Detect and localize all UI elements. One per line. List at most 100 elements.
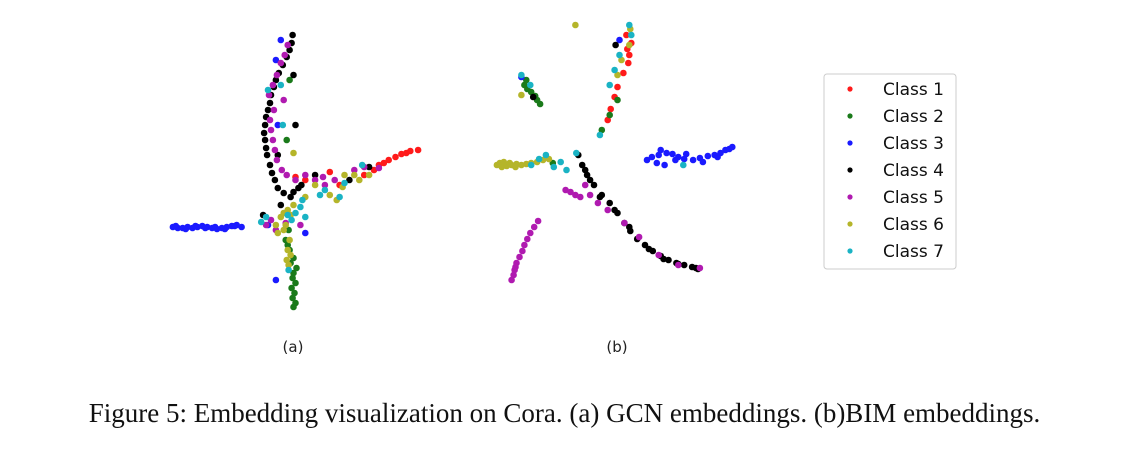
scatter-point-a-class2 [290, 269, 297, 277]
legend-label-class6: Class 6 [883, 215, 944, 235]
scatter-point-b-class7 [527, 161, 535, 169]
scatter-point-b-class5 [524, 235, 531, 243]
scatter-point-a-class5 [283, 171, 291, 179]
scatter-point-a-class3 [192, 222, 199, 230]
scatter-point-a-class7 [279, 121, 287, 129]
scatter-point-a-class3 [231, 222, 238, 230]
scatter-point-b-class6 [512, 163, 519, 171]
scatter-point-a-class6 [284, 246, 292, 254]
scatter-point-a-class6 [290, 149, 297, 157]
scatter-point-a-class2 [286, 76, 293, 84]
scatter-point-b-class3 [653, 159, 661, 167]
scatter-point-a-class4 [263, 151, 271, 159]
scatter-point-a-class4 [272, 76, 280, 84]
scatter-point-b-class1 [607, 105, 614, 113]
scatter-point-a-class4 [264, 106, 272, 114]
scatter-point-a-class6 [283, 256, 291, 264]
scatter-point-a-class6 [284, 206, 292, 214]
scatter-point-b-class5 [512, 263, 519, 271]
scatter-point-b-class5 [510, 271, 517, 279]
scatter-point-a-class7 [358, 161, 366, 169]
scatter-point-a-class5 [292, 176, 299, 184]
scatter-point-b-class7 [573, 149, 580, 157]
scatter-point-a-class7 [292, 209, 299, 217]
panel-label-a: (a) [283, 338, 304, 356]
scatter-point-a-class4 [292, 121, 299, 129]
scatter-point-a-class5 [269, 81, 277, 89]
scatter-point-a-class4 [286, 46, 293, 54]
scatter-point-b-class5 [521, 241, 528, 249]
scatter-point-b-class1 [614, 83, 621, 91]
scatter-point-b-class7 [563, 166, 570, 174]
scatter-point-a-class7 [341, 179, 348, 187]
scatter-point-b-class3 [689, 156, 697, 164]
scatter-point-a-class4 [365, 163, 373, 171]
scatter-point-b-class6 [614, 71, 621, 79]
scatter-point-b-class7 [680, 161, 687, 169]
scatter-point-a-class7 [262, 213, 270, 221]
scatter-point-a-class3 [277, 36, 285, 44]
figure-caption: Figure 5: Embedding visualization on Cor… [88, 398, 1041, 428]
scatter-point-a-class4 [298, 181, 305, 189]
scatter-point-b-class3 [648, 153, 656, 161]
scatter-point-a-class1 [326, 168, 334, 176]
scatter-point-a-class2 [293, 264, 300, 272]
scatter-point-b-class5 [581, 181, 589, 189]
scatter-point-a-class4 [289, 31, 296, 39]
scatter-point-a-class5 [271, 146, 279, 154]
scatter-point-b-class6 [518, 91, 525, 99]
scatter-point-a-class7 [336, 193, 343, 201]
scatter-point-a-class7 [302, 213, 309, 221]
scatter-point-a-class4 [346, 176, 353, 184]
scatter-point-a-class5 [273, 71, 281, 79]
scatter-point-b-class5 [594, 199, 602, 207]
scatter-point-a-class6 [272, 221, 280, 229]
scatter-point-a-class2 [292, 299, 299, 307]
scatter-point-b-class3 [663, 149, 670, 157]
scatter-point-b-class3 [680, 155, 688, 163]
scatter-point-b-class3 [682, 150, 690, 158]
scatter-point-b-class4 [660, 255, 667, 263]
scatter-point-a-class6 [286, 236, 293, 244]
scatter-point-a-class7 [264, 86, 272, 94]
scatter-point-b-class7 [596, 131, 604, 139]
legend-label-class1: Class 1 [883, 80, 944, 100]
scatter-point-b-class4 [581, 166, 589, 174]
scatter-point-a-class2 [288, 284, 295, 292]
scatter-point-b-class5 [604, 206, 611, 214]
scatter-point-b-class5 [519, 247, 526, 255]
scatter-point-b-class5 [696, 264, 704, 272]
legend-marker-class2 [847, 113, 853, 119]
scatter-point-b-class5 [586, 191, 594, 199]
scatter-point-a-class2 [289, 294, 296, 302]
scatter-point-a-class5 [267, 216, 275, 224]
scatter-point-a-class6 [280, 226, 288, 234]
scatter-point-a-class5 [284, 41, 292, 49]
scatter-point-b-class4 [611, 206, 618, 214]
scatter-point-b-class5 [534, 217, 542, 225]
scatter-point-a-class7 [257, 218, 265, 226]
scatter-point-a-class3 [272, 56, 280, 64]
scatter-point-b-class3 [729, 143, 736, 151]
scatter-point-b-class4 [583, 171, 591, 179]
scatter-point-b-class4 [606, 199, 613, 207]
scatter-point-a-class3 [202, 224, 209, 232]
scatter-point-a-class7 [321, 186, 329, 194]
legend-marker-class7 [847, 248, 853, 254]
scatter-point-b-class7 [611, 66, 618, 74]
scatter-point-b-class5 [508, 276, 515, 284]
scatter-point-a-class1 [398, 150, 405, 158]
scatter-point-b-class4 [586, 176, 594, 184]
scatter-point-a-class4 [277, 201, 285, 209]
scatter-point-a-class5 [311, 176, 319, 184]
scatter-point-a-class7 [299, 196, 306, 204]
scatter-point-a-class5 [297, 221, 304, 229]
scatter-point-b-class4 [529, 93, 537, 101]
scatter-point-a-class2 [292, 279, 299, 287]
scatter-point-b-class6 [523, 160, 530, 168]
scatter-point-b-class4 [665, 256, 672, 264]
scatter-point-b-class4 [626, 223, 633, 231]
scatter-point-a-class3 [211, 223, 219, 231]
legend-marker-class3 [847, 140, 853, 146]
scatter-point-a-class2 [285, 226, 292, 234]
